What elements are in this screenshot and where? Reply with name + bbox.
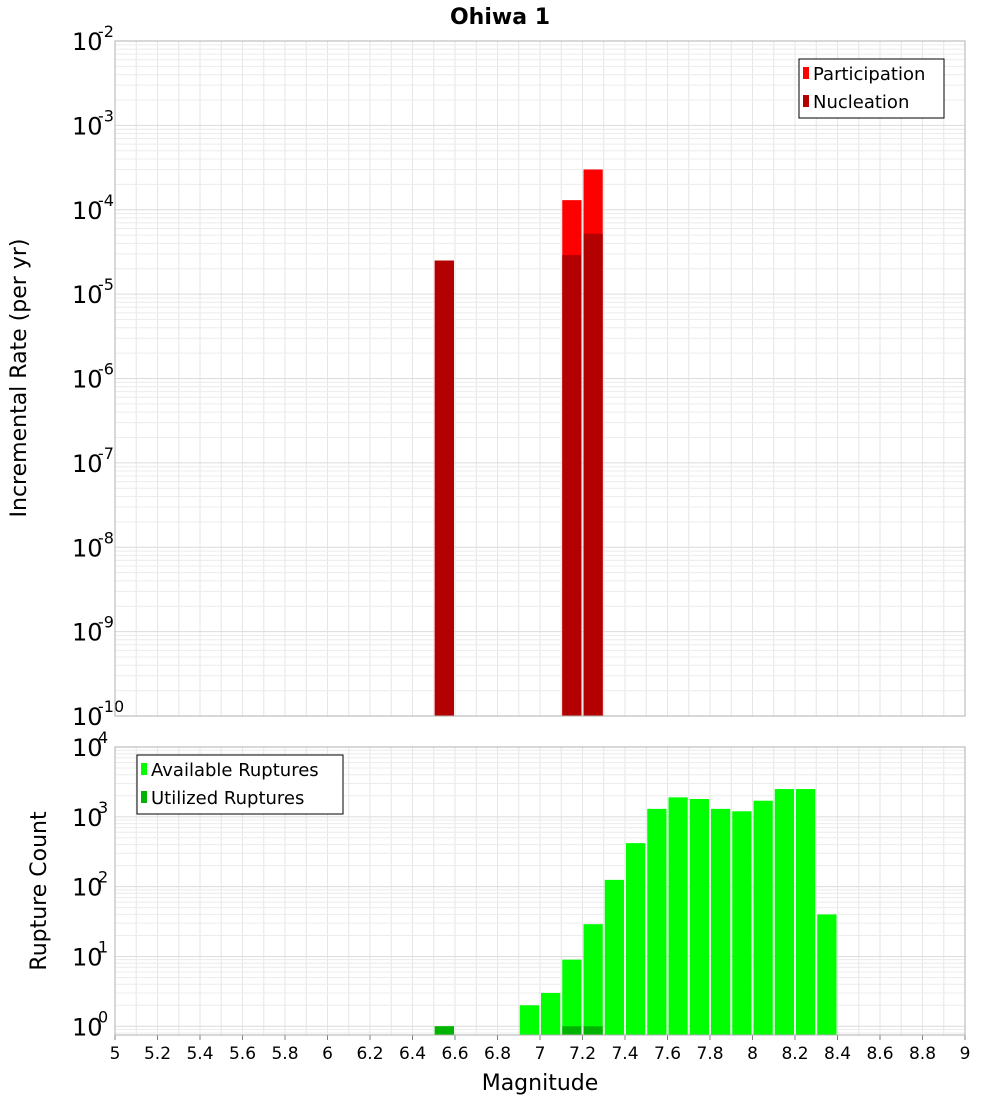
bar-secondary-series [562,1026,582,1035]
x-tick-label: 6.2 [356,1044,383,1064]
x-tick-label: 5 [110,1044,121,1064]
y-tick-exponent: 1 [98,937,108,956]
x-tick-label: 5.4 [186,1044,213,1064]
y-tick-exponent: -5 [98,275,114,294]
bar-primary-series [711,808,731,1035]
y-tick-label: 10 [72,943,103,971]
x-tick-label: 6.6 [441,1044,468,1064]
bar-primary-series [647,808,667,1035]
count-plot-legend: Available Ruptures Utilized Ruptures [136,754,344,815]
y-tick-exponent: -10 [98,697,124,716]
legend-label: Participation [813,64,925,85]
y-tick-exponent: -2 [98,22,114,41]
bar-primary-series [562,959,582,1035]
bar-secondary-series [434,260,454,716]
rate-plot-grid [114,41,966,717]
bar-primary-series [519,1005,539,1035]
bar-primary-series [817,914,837,1035]
x-tick-label: 8.8 [909,1044,936,1064]
bar-secondary-series [583,233,603,716]
count-plot-border [114,746,966,1036]
y-tick-exponent: -3 [98,106,114,125]
x-tick-label: 9 [960,1044,971,1064]
legend-swatch [141,763,147,775]
legend-box [136,754,344,815]
bar-primary-series [774,789,794,1035]
y-tick-label: 10 [72,534,103,562]
y-tick-label: 10 [72,281,103,309]
x-tick-label: 7.6 [654,1044,681,1064]
legend-swatch [141,791,147,803]
count-plot-bars [434,789,837,1035]
rate-plot-y-axis-label: Incremental Rate (per yr) [7,239,32,518]
count-plot-x-ticks: 5 5.2 5.4 5.6 5.8 6 6.2 6.4 6.6 6.8 7 7.2 7.4 7.6 7.8 8… [110,1035,971,1064]
x-tick-label: 6.8 [484,1044,511,1064]
y-tick-label: 10 [72,1013,103,1041]
y-tick-exponent: -6 [98,360,114,379]
x-tick-label: 8 [747,1044,758,1064]
bar-primary-series [626,843,646,1035]
x-tick-label: 8.6 [866,1044,893,1064]
x-tick-label: 6 [322,1044,333,1064]
bar-primary-series [753,800,773,1035]
bar-secondary-series [434,1026,454,1035]
bar-primary-series [732,811,752,1035]
y-tick-label: 10 [72,366,103,394]
bar-secondary-series [562,255,582,716]
y-tick-label: 10 [72,619,103,647]
y-tick-exponent: 0 [98,1007,108,1026]
y-tick-label: 10 [72,734,103,762]
x-tick-label: 6.4 [399,1044,426,1064]
y-tick-label: 10 [72,804,103,832]
y-tick-label: 10 [72,28,103,56]
legend-label: Utilized Ruptures [151,788,304,809]
chart-title: Ohiwa 1 [450,5,550,30]
x-tick-label: 5.6 [229,1044,256,1064]
bar-primary-series [668,797,688,1035]
legend-swatch [803,95,809,107]
y-tick-label: 10 [72,197,103,225]
y-tick-label: 10 [72,874,103,902]
bar-primary-series [689,798,709,1035]
x-tick-label: 7.8 [696,1044,723,1064]
legend-box [798,58,945,119]
bar-primary-series [796,789,816,1035]
rate-plot-bars [434,169,603,716]
x-tick-label: 5.2 [144,1044,171,1064]
y-tick-exponent: 2 [98,868,108,887]
y-tick-label: 10 [72,450,103,478]
legend-swatch [803,67,809,79]
x-tick-label: 7 [535,1044,546,1064]
bar-primary-series [583,924,603,1035]
x-tick-label: 8.2 [781,1044,808,1064]
bar-primary-series [604,879,624,1035]
y-tick-exponent: -8 [98,528,114,547]
x-tick-label: 7.4 [611,1044,638,1064]
y-tick-exponent: -7 [98,444,114,463]
y-tick-exponent: 3 [98,798,108,817]
x-axis-label: Magnitude [482,1071,599,1096]
legend-label: Nucleation [813,92,909,113]
rate-plot-border [114,40,966,717]
legend-label: Available Ruptures [151,760,319,781]
y-tick-exponent: -9 [98,613,114,632]
y-tick-exponent: 4 [98,728,108,747]
y-tick-label: 10 [72,703,103,731]
rate-plot-legend: Participation Nucleation [798,58,945,119]
y-tick-exponent: -4 [98,191,114,210]
bar-secondary-series [583,1026,603,1035]
x-tick-label: 8.4 [824,1044,851,1064]
y-tick-label: 10 [72,112,103,140]
x-tick-label: 5.8 [271,1044,298,1064]
x-tick-label: 7.2 [569,1044,596,1064]
count-plot-y-axis-label: Rupture Count [27,811,52,971]
bar-primary-series [541,992,561,1035]
